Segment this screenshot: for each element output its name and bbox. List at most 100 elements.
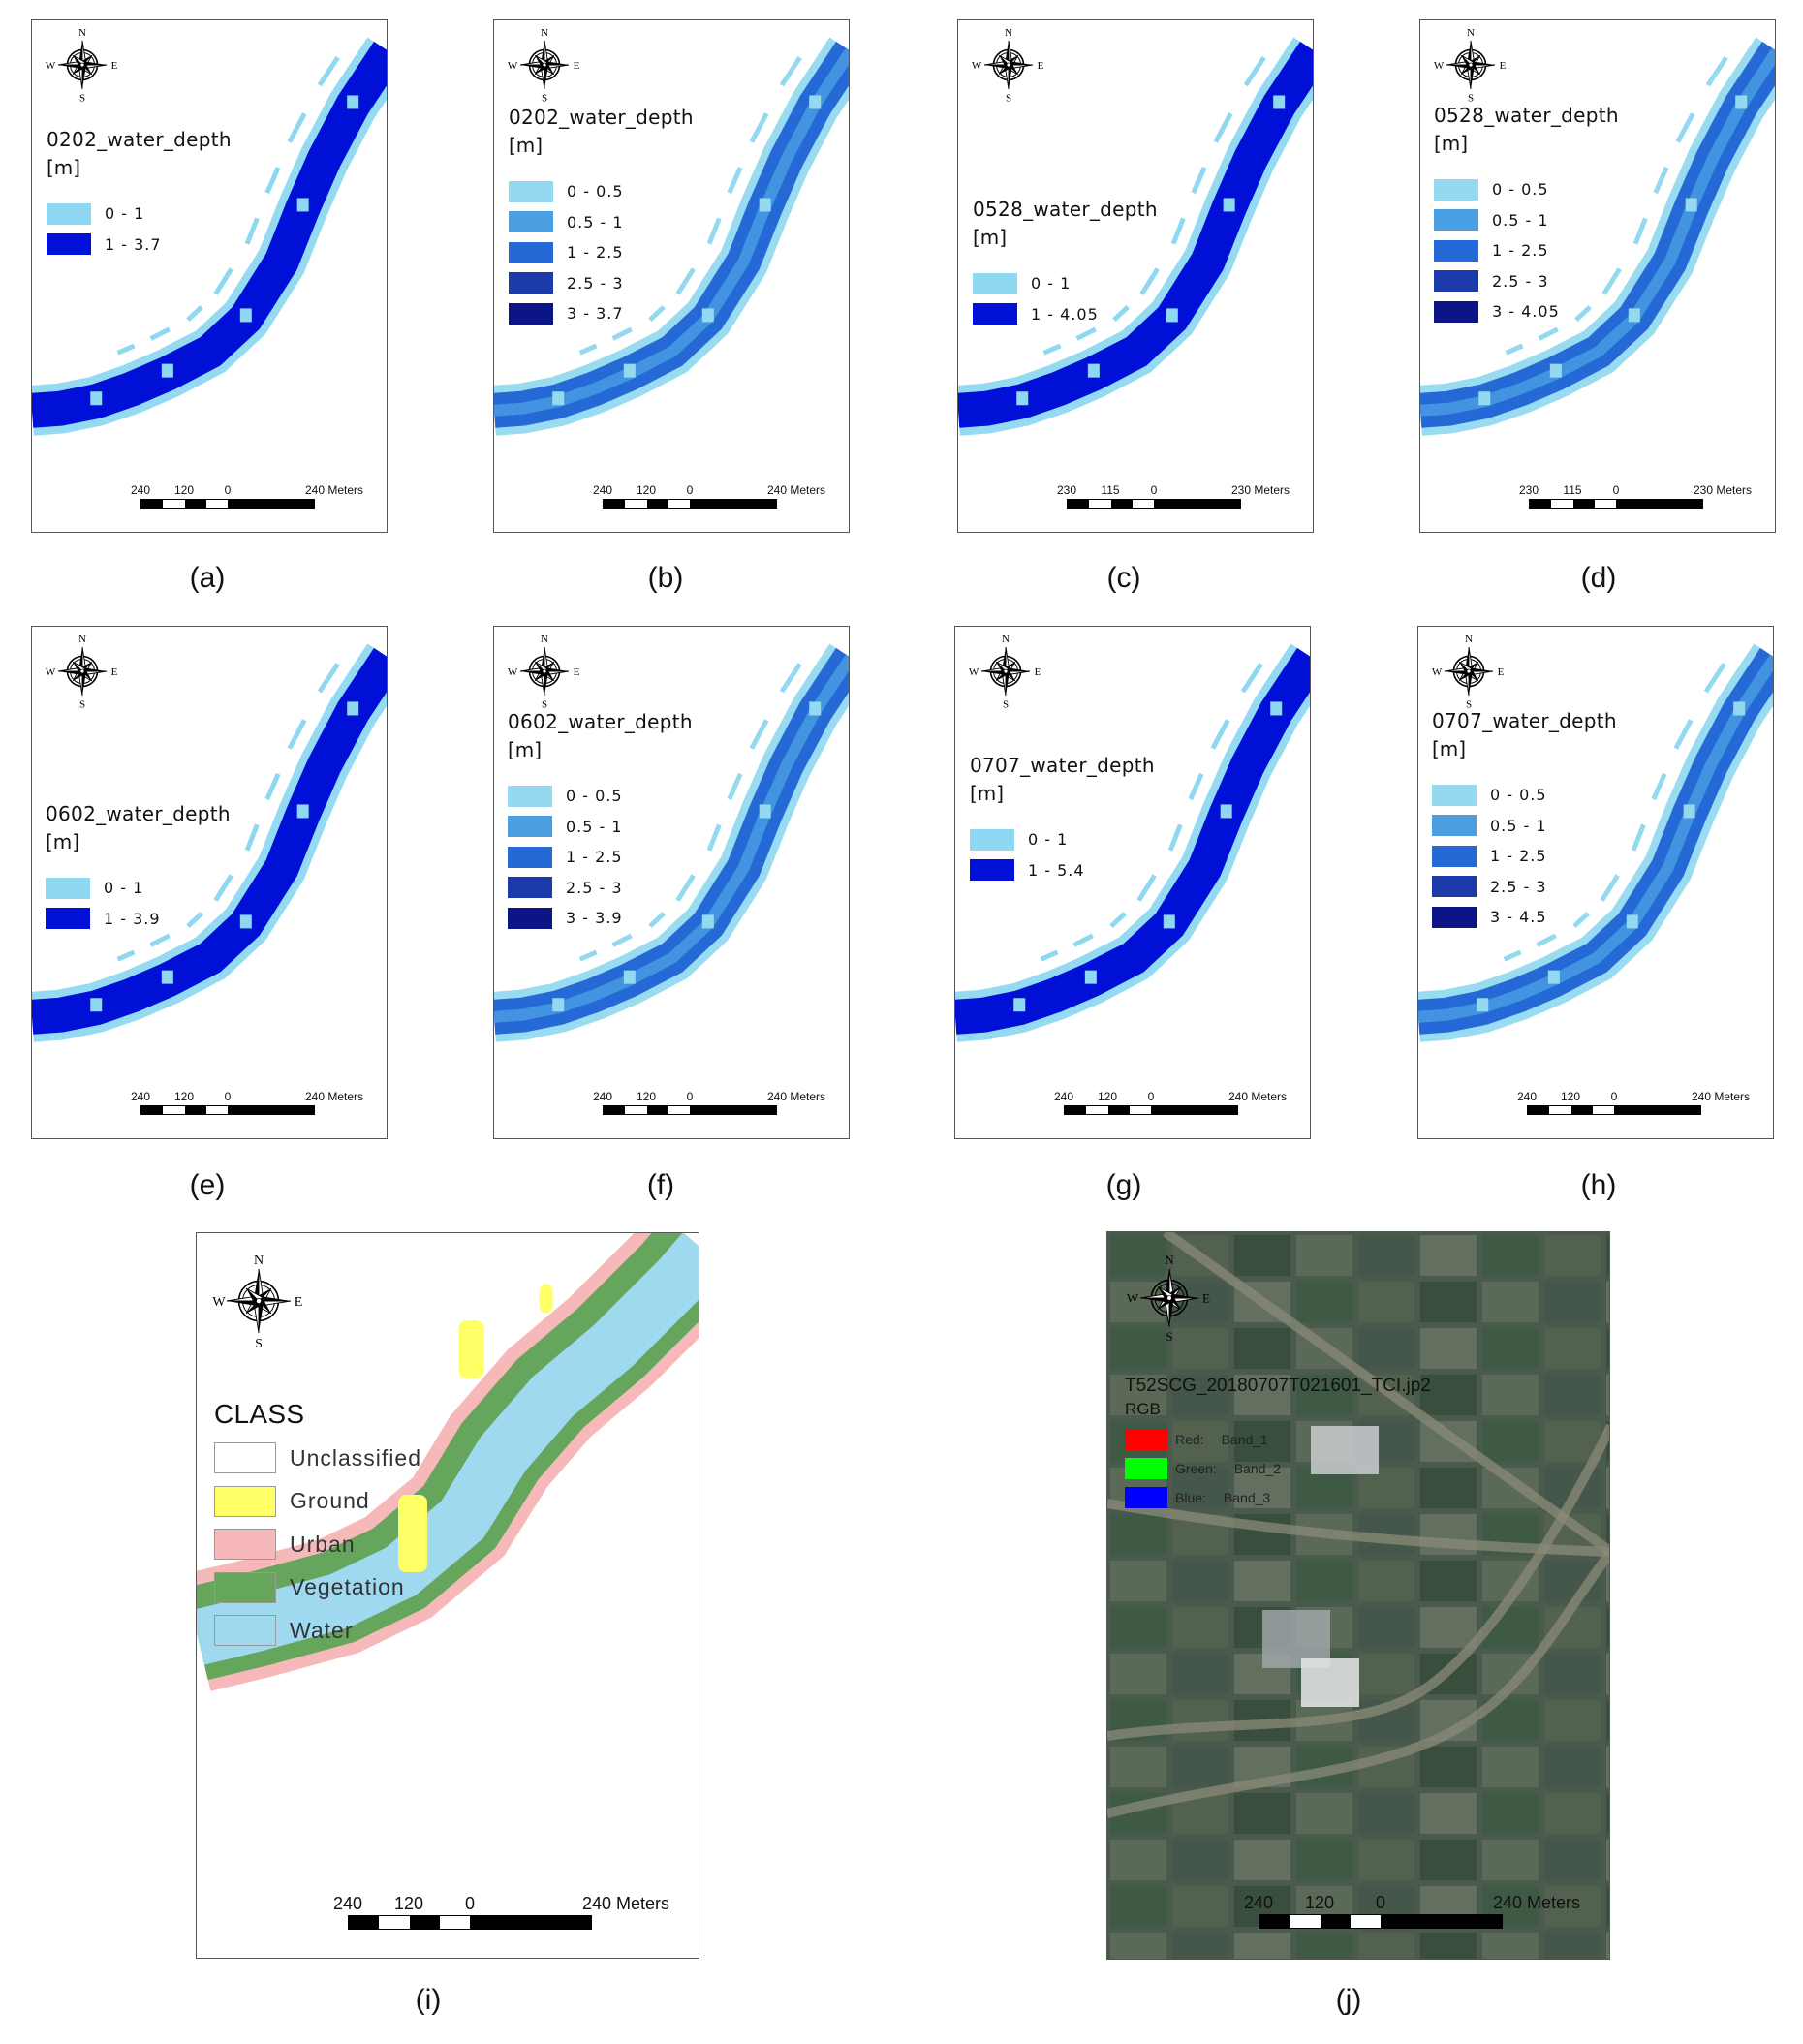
legend-entry: 3 - 3.9 [508,903,693,934]
shallow-patch [1733,701,1746,716]
compass-rose-icon: N S E W [212,1254,303,1351]
shallow-patch [161,970,173,984]
compass-rose-icon: N S E W [46,634,118,711]
class-label: Unclassified [290,1444,421,1471]
band-channel: Blue: [1175,1490,1206,1505]
field-parcel [1606,1514,1609,1555]
field-parcel [1110,1654,1166,1694]
legend-label: 1 - 3.7 [105,234,162,254]
shallow-patch [239,914,252,929]
bank-fragment [1601,267,1622,295]
legend-label: 1 - 2.5 [567,243,624,263]
field-parcel [1482,1282,1539,1322]
panel-caption-g: (g) [1105,1169,1142,1201]
compass-letter-s: S [1006,93,1011,105]
field-parcel [1420,1840,1477,1880]
bank-fragment [1503,949,1522,962]
field-parcel [1358,1561,1414,1601]
scale-segment [1107,1106,1130,1114]
legend-label: 2.5 - 3 [567,273,624,293]
compass-letter-w: W [972,60,982,72]
bank-fragment [1505,343,1524,356]
legend-layer-name: 0707_water_depth [1432,709,1617,732]
legend-label: 1 - 2.5 [1492,241,1549,261]
scale-label: 240 [332,1894,363,1913]
bank-fragment [1240,662,1263,694]
scale-label: 240 Meters [305,483,364,497]
bank-fragment [287,112,307,143]
scale-segment [1570,1106,1593,1114]
bank-fragment [1631,823,1646,852]
map-legend: 0707_water_depth [m] 0 - 0.5 0.5 - 1 1 - 2… [1432,706,1617,933]
rgb-legend: T52SCG_20180707T021601_TCI.jp2 RGB Red: B… [1125,1376,1431,1512]
legend-entry: 3 - 3.7 [509,298,694,329]
compass-letter-n: N [1465,634,1473,645]
field-parcel [1172,1607,1228,1648]
scale-segment [184,1106,206,1114]
legend-entry: 1 - 2.5 [1434,235,1619,266]
river-depth-raster [32,643,387,1042]
satellite-imagery [1107,1232,1609,1959]
scale-segment [228,500,314,508]
field-parcel [1358,1328,1414,1369]
scale-segment [604,1106,626,1114]
field-parcel [1234,1793,1290,1834]
river-depth-raster [958,37,1313,436]
band-channel: Green: [1175,1461,1217,1476]
bank-fragment [1112,305,1130,323]
scale-label: 0 [1375,1893,1386,1912]
building [1301,1658,1359,1707]
scale-label: 230 [1056,483,1077,497]
scale-segment [1089,500,1111,508]
scale-label: 240 Meters [767,1090,826,1103]
field-parcel [1234,1375,1290,1415]
water-depth-map-e: 0602_water_depth [m] 0 - 1 1 - 3.9 N S E W 24… [31,626,388,1139]
bank-fragment [1188,772,1204,801]
scale-segment [668,500,690,508]
field-parcel [1544,1700,1601,1741]
field-parcel [1172,1700,1228,1741]
compass-letter-w: W [1432,666,1443,678]
legend-unit: [m] [973,226,1008,249]
scale-label: 240 Meters [1692,1090,1751,1103]
compass-letter-e: E [295,1295,303,1310]
field-parcel [1296,1375,1352,1415]
bank-fragment [779,55,802,87]
field-parcel [1544,1793,1601,1834]
compass-letter-s: S [1468,93,1474,105]
legend-unit: [m] [47,156,81,179]
scale-segment [184,500,206,508]
field-parcel [1172,1933,1228,1959]
field-parcel [1606,1607,1609,1648]
legend-label: 0 - 0.5 [567,182,624,201]
field-parcel [1296,1561,1352,1601]
legend-swatch [973,303,1017,325]
scale-segment [205,500,228,508]
scale-label: 120 [1097,1090,1118,1103]
field-parcel [1420,1607,1477,1648]
deep-water-zone [32,41,387,428]
scale-segment [625,1106,647,1114]
compass-letter-e: E [574,60,580,72]
legend-entry: 0 - 0.5 [508,781,693,812]
scale-segment [1616,500,1702,508]
bank-fragment [648,912,666,929]
scale-bar-graphic [603,1105,777,1115]
shallow-patch [1084,970,1097,984]
class-legend-entry: Vegetation [214,1566,421,1610]
legend-swatch [508,877,552,899]
water-depth-map-b: 0202_water_depth [m] 0 - 0.5 0.5 - 1 1 - 2… [493,19,850,533]
legend-swatch [508,907,552,929]
bank-fragment [1703,662,1726,694]
scale-label: 240 [130,1090,151,1103]
class-label: Vegetation [290,1574,405,1600]
shallow-patch [1013,998,1026,1012]
legend-layer-name: 0528_water_depth [1434,104,1619,127]
field-parcel [1420,1328,1477,1369]
scale-segment [1068,500,1090,508]
bank-fragment [727,166,743,195]
shallow-patch [701,914,714,929]
band-swatch [1125,1458,1167,1479]
scale-segment [1110,500,1133,508]
legend-label: 1 - 3.9 [104,909,161,928]
